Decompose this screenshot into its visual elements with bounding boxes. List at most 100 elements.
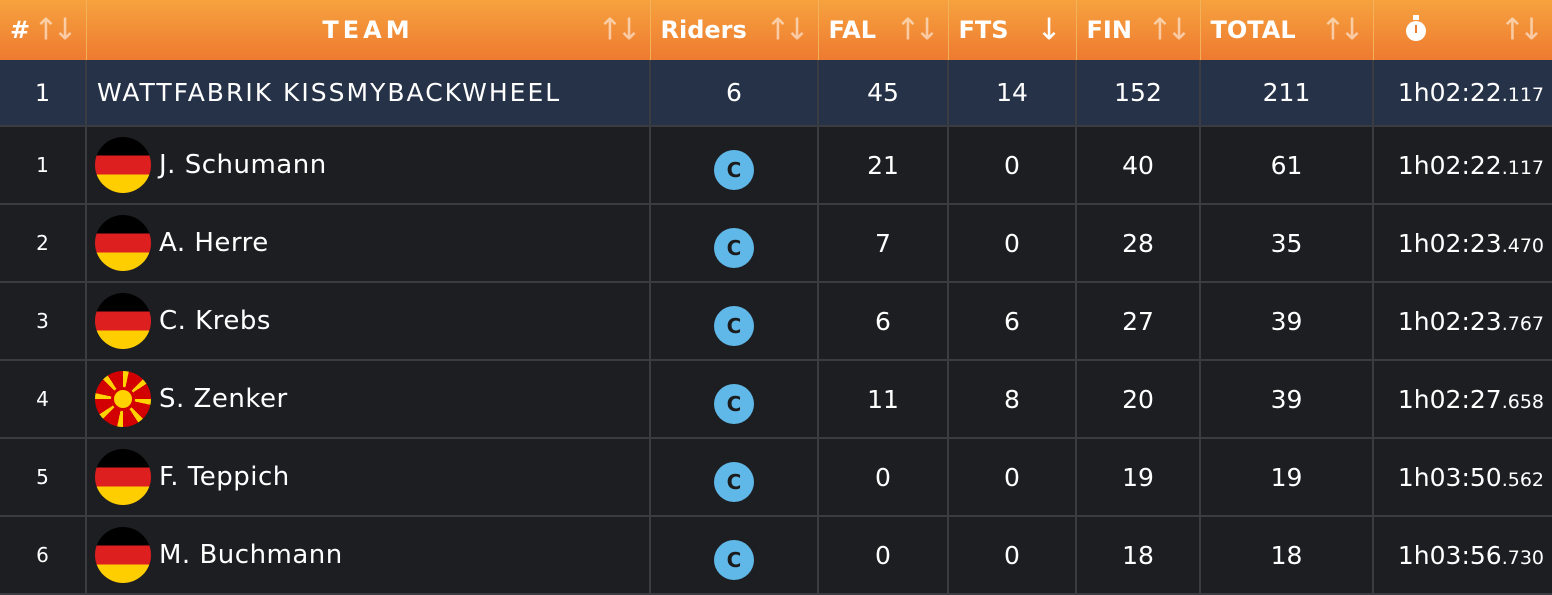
rider-time-ms: .562	[1501, 468, 1544, 491]
rider-row[interactable]: 2 A. Herre C 7 0 28 35 1h02:23.470	[0, 204, 1552, 283]
team-fin: 152	[1076, 60, 1201, 127]
rider-rank: 1	[0, 126, 87, 205]
fal-column-header[interactable]: FAL ↑↓	[818, 0, 949, 60]
sort-arrows-icon[interactable]: ↑↓	[597, 12, 641, 48]
category-badge: C	[714, 540, 754, 580]
rider-fin: 20	[1076, 360, 1201, 439]
team-name[interactable]: WATTFABRIK KISSMYBACKWHEEL	[86, 60, 651, 127]
rider-total: 39	[1200, 360, 1374, 439]
time-column-header[interactable]: ↑↓	[1373, 0, 1552, 60]
rider-fal: 7	[818, 204, 949, 283]
rider-category-cell: C	[650, 282, 819, 361]
germany-flag-icon	[95, 293, 151, 349]
rider-row[interactable]: 4 S. Zenker C 11 8 20 39 1h02:27.658	[0, 360, 1552, 439]
team-time-ms: .117	[1501, 84, 1544, 106]
rider-time: 1h02:27.658	[1373, 360, 1552, 439]
rank-column-header[interactable]: # ↑↓	[0, 0, 87, 60]
rider-fal: 0	[818, 516, 949, 595]
sort-arrows-icon[interactable]: ↑↓	[895, 12, 939, 48]
total-header-label: TOTAL	[1210, 16, 1296, 44]
rider-name-cell[interactable]: A. Herre	[86, 204, 651, 283]
rider-total: 35	[1200, 204, 1374, 283]
sort-descending-icon[interactable]: ↓	[1036, 12, 1062, 48]
rider-category-cell: C	[650, 516, 819, 595]
rider-category-cell: C	[650, 204, 819, 283]
rider-fin: 40	[1076, 126, 1201, 205]
rider-name[interactable]: C. Krebs	[159, 306, 271, 336]
team-column-header[interactable]: TEAM ↑↓	[86, 0, 651, 60]
rider-time: 1h03:50.562	[1373, 438, 1552, 517]
category-badge: C	[714, 150, 754, 190]
sort-arrows-icon[interactable]: ↑↓	[765, 12, 809, 48]
team-fts: 14	[948, 60, 1077, 127]
category-badge: C	[714, 306, 754, 346]
rider-fts: 0	[948, 204, 1077, 283]
rider-fin: 27	[1076, 282, 1201, 361]
riders-column-header[interactable]: Riders ↑↓	[650, 0, 819, 60]
team-total: 211	[1200, 60, 1374, 127]
rider-row[interactable]: 5 F. Teppich C 0 0 19 19 1h03:50.562	[0, 438, 1552, 517]
rider-fin: 19	[1076, 438, 1201, 517]
rider-name-cell[interactable]: C. Krebs	[86, 282, 651, 361]
fal-header-label: FAL	[828, 16, 877, 44]
north-macedonia-flag-icon	[95, 371, 151, 427]
team-header-label: TEAM	[322, 16, 414, 44]
team-row[interactable]: 1 WATTFABRIK KISSMYBACKWHEEL 6 45 14 152…	[0, 60, 1552, 127]
rider-fts: 0	[948, 126, 1077, 205]
rider-rank: 4	[0, 360, 87, 439]
rider-fts: 8	[948, 360, 1077, 439]
rider-category-cell: C	[650, 126, 819, 205]
rider-row[interactable]: 1 J. Schumann C 21 0 40 61 1h02:22.117	[0, 126, 1552, 205]
table-header-row: # ↑↓ TEAM ↑↓ Riders ↑↓ FAL ↑↓ FTS ↓ FIN …	[0, 0, 1552, 60]
fin-column-header[interactable]: FIN ↑↓	[1076, 0, 1201, 60]
germany-flag-icon	[95, 215, 151, 271]
rank-header-label: #	[10, 16, 31, 44]
team-rank: 1	[0, 60, 87, 127]
rider-rank: 3	[0, 282, 87, 361]
sort-arrows-icon[interactable]: ↑↓	[1320, 12, 1364, 48]
rider-row[interactable]: 6 M. Buchmann C 0 0 18 18 1h03:56.730	[0, 516, 1552, 595]
rider-rank: 5	[0, 438, 87, 517]
rider-name[interactable]: F. Teppich	[159, 462, 290, 492]
rider-name[interactable]: M. Buchmann	[159, 540, 343, 570]
rider-row[interactable]: 3 C. Krebs C 6 6 27 39 1h02:23.767	[0, 282, 1552, 361]
fts-column-header[interactable]: FTS ↓	[948, 0, 1077, 60]
rider-time: 1h02:22.117	[1373, 126, 1552, 205]
category-badge: C	[714, 228, 754, 268]
rider-category-cell: C	[650, 360, 819, 439]
rider-fal: 11	[818, 360, 949, 439]
rider-name-cell[interactable]: J. Schumann	[86, 126, 651, 205]
stopwatch-icon	[1405, 15, 1426, 41]
germany-flag-icon	[95, 449, 151, 505]
sort-arrows-icon[interactable]: ↑↓	[1147, 12, 1191, 48]
rider-total: 39	[1200, 282, 1374, 361]
rider-rank: 2	[0, 204, 87, 283]
rider-time-main: 1h03:56	[1397, 540, 1502, 570]
rider-total: 61	[1200, 126, 1374, 205]
rider-time-main: 1h02:23	[1397, 228, 1502, 258]
rider-name-cell[interactable]: M. Buchmann	[86, 516, 651, 595]
rider-name-cell[interactable]: F. Teppich	[86, 438, 651, 517]
sort-arrows-icon[interactable]: ↑↓	[33, 12, 77, 48]
team-time: 1h02:22.117	[1373, 60, 1552, 127]
rider-name[interactable]: S. Zenker	[159, 384, 288, 414]
sort-arrows-icon[interactable]: ↑↓	[1499, 12, 1544, 48]
total-column-header[interactable]: TOTAL ↑↓	[1200, 0, 1374, 60]
rider-total: 19	[1200, 438, 1374, 517]
rider-name[interactable]: J. Schumann	[159, 150, 327, 180]
rider-fts: 6	[948, 282, 1077, 361]
rider-category-cell: C	[650, 438, 819, 517]
rider-time: 1h02:23.470	[1373, 204, 1552, 283]
rider-time-ms: .117	[1501, 156, 1544, 179]
rider-time-ms: .730	[1501, 546, 1544, 569]
rider-total: 18	[1200, 516, 1374, 595]
rider-time-ms: .470	[1501, 234, 1544, 257]
rider-name[interactable]: A. Herre	[159, 228, 269, 258]
rider-time-main: 1h03:50	[1397, 462, 1502, 492]
rider-fal: 0	[818, 438, 949, 517]
rider-fal: 6	[818, 282, 949, 361]
rider-name-cell[interactable]: S. Zenker	[86, 360, 651, 439]
germany-flag-icon	[95, 137, 151, 193]
category-badge: C	[714, 462, 754, 502]
